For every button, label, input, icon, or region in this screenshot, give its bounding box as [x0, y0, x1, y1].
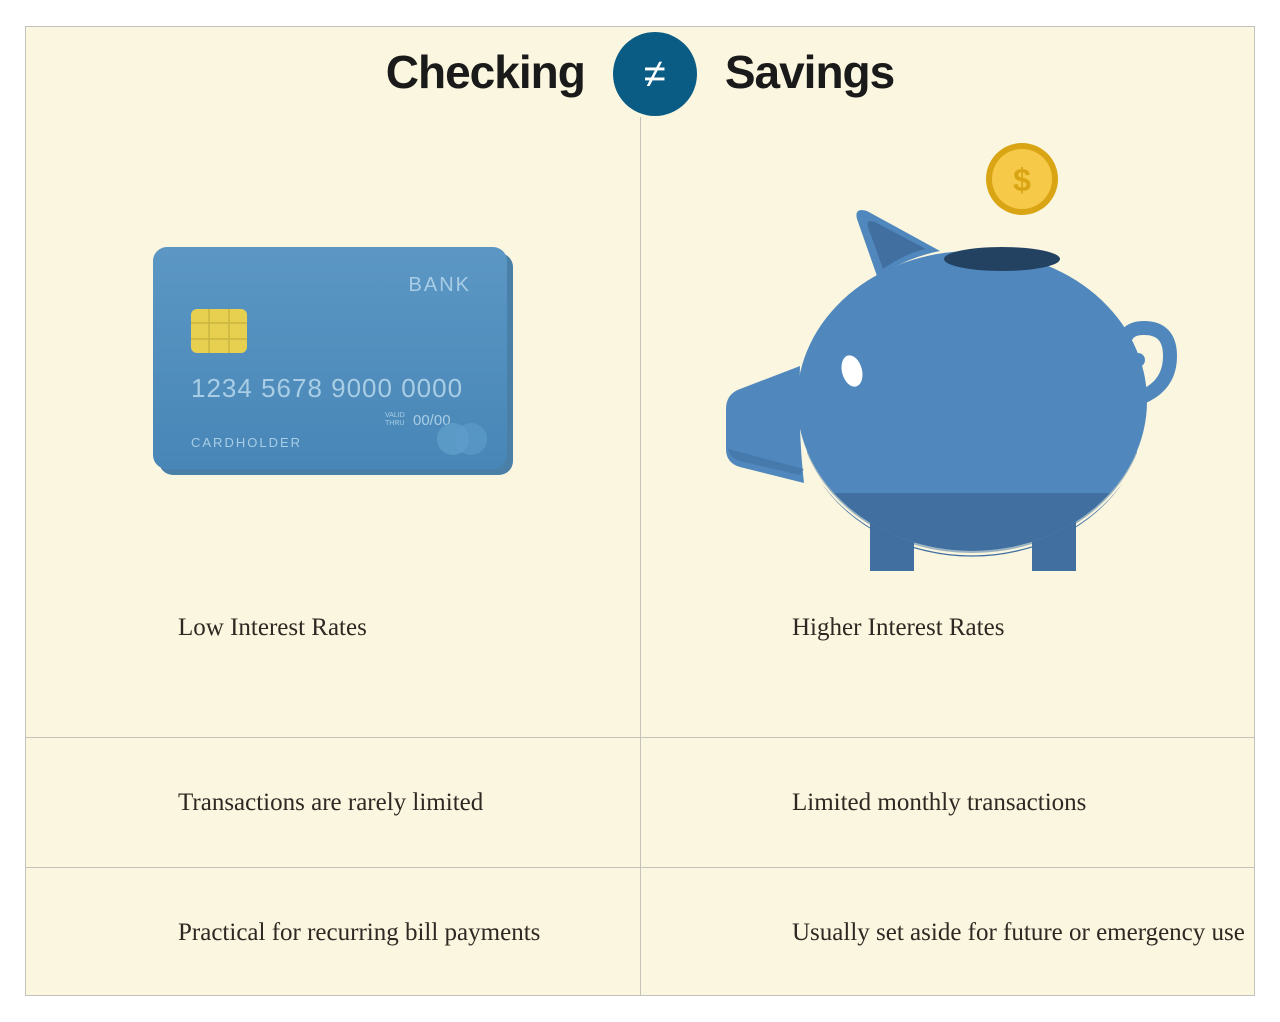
svg-text:VALID: VALID [385, 412, 405, 419]
svg-text:$: $ [1013, 162, 1031, 198]
savings-row-1: Higher Interest Rates [640, 605, 1254, 737]
row-text: Higher Interest Rates [792, 605, 1004, 650]
checking-row-3: Practical for recurring bill payments [26, 867, 640, 997]
credit-card-icon: BANK 1234 5678 9000 0000 VALID THRU 00/0… [153, 247, 513, 475]
title-savings: Savings [725, 45, 894, 99]
col-savings: $ [640, 117, 1254, 997]
svg-text:CARDHOLDER: CARDHOLDER [191, 435, 302, 450]
row-text: Limited monthly transactions [792, 780, 1086, 825]
savings-row-2: Limited monthly transactions [640, 737, 1254, 867]
checking-row-2: Transactions are rarely limited [26, 737, 640, 867]
header: Checking ≠ Savings [26, 27, 1254, 117]
vertical-divider [640, 117, 641, 995]
row-text: Practical for recurring bill payments [178, 910, 540, 955]
title-checking: Checking [386, 45, 585, 99]
row-text: Usually set aside for future or emergenc… [792, 910, 1245, 955]
checking-row-1: Low Interest Rates [26, 605, 640, 737]
checking-illustration: BANK 1234 5678 9000 0000 VALID THRU 00/0… [26, 117, 640, 605]
piggy-bank-icon: $ [712, 131, 1182, 591]
savings-row-3: Usually set aside for future or emergenc… [640, 867, 1254, 997]
svg-text:BANK: BANK [409, 274, 471, 296]
col-checking: BANK 1234 5678 9000 0000 VALID THRU 00/0… [26, 117, 640, 997]
not-equal-badge: ≠ [613, 32, 697, 116]
row-text: Transactions are rarely limited [178, 780, 483, 825]
row-text: Low Interest Rates [178, 605, 367, 650]
savings-illustration: $ [640, 117, 1254, 605]
svg-text:THRU: THRU [385, 420, 404, 427]
infographic-container: Checking ≠ Savings [25, 26, 1255, 996]
svg-text:1234 5678 9000 0000: 1234 5678 9000 0000 [191, 373, 463, 403]
